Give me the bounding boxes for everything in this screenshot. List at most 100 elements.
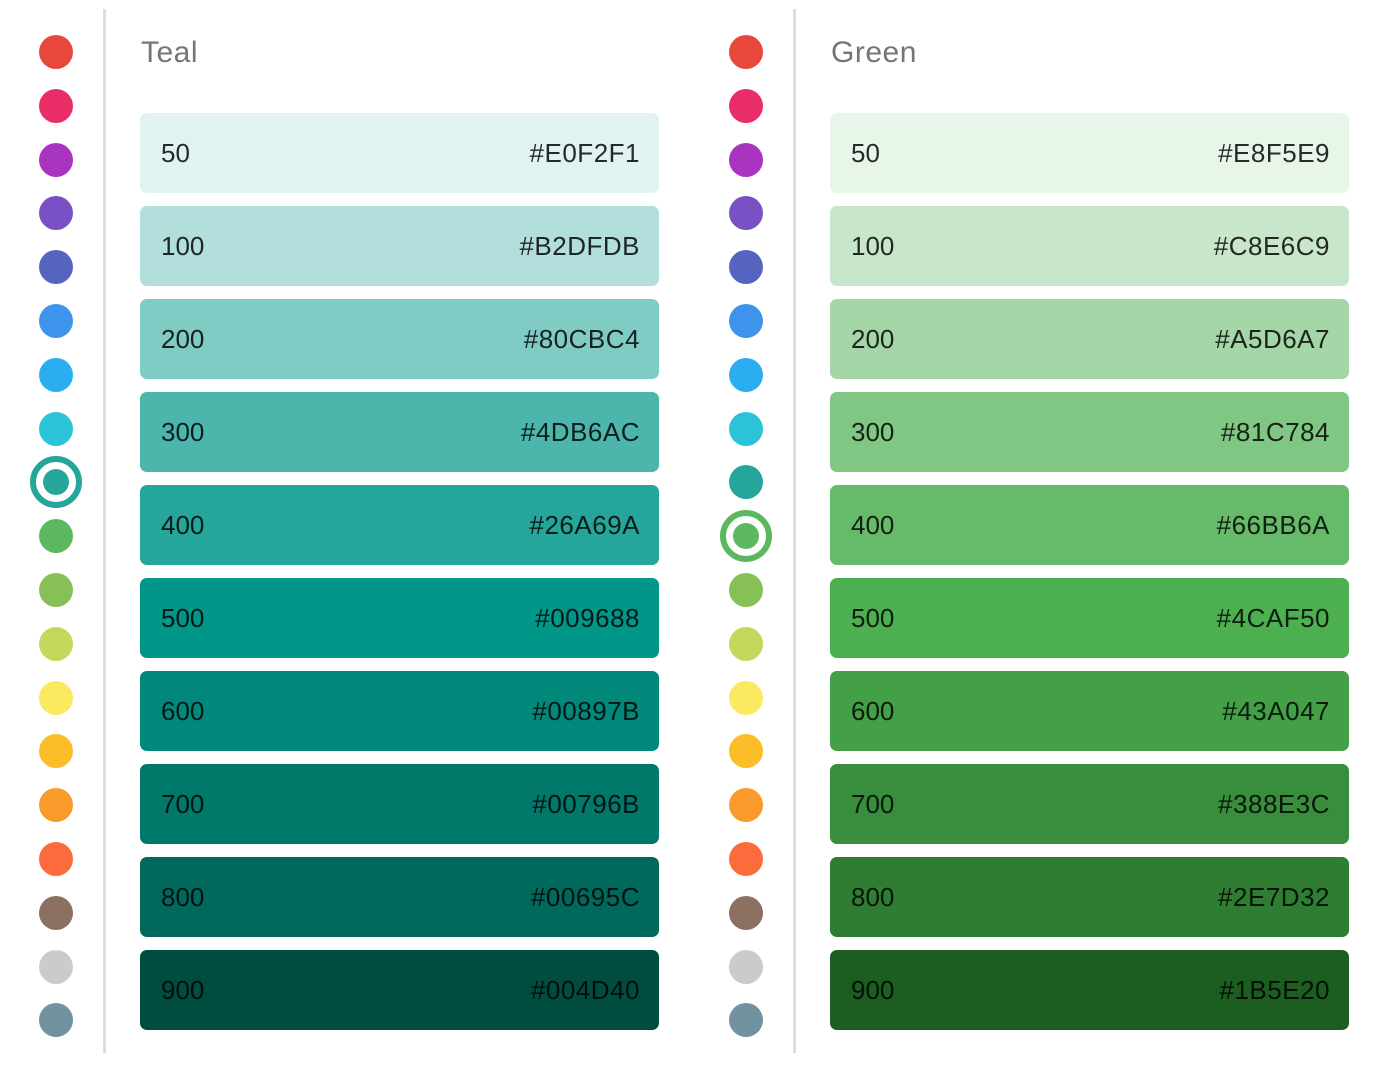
shade-hex: #A5D6A7	[1215, 323, 1330, 354]
shade-hex: #004D40	[530, 974, 640, 1005]
shade-hex: #B2DFDB	[519, 230, 640, 261]
main-color-dot-light-green[interactable]	[729, 572, 763, 607]
shade-swatch-100[interactable]: 100 #B2DFDB	[140, 206, 659, 286]
shade-label: 900	[161, 974, 205, 1005]
shade-hex: #26A69A	[529, 509, 640, 540]
main-color-dot-indigo[interactable]	[39, 250, 73, 285]
main-color-dot-cyan[interactable]	[729, 411, 763, 446]
main-color-dot-lime[interactable]	[39, 626, 73, 661]
shade-label: 50	[851, 137, 880, 168]
main-color-dot-yellow[interactable]	[39, 680, 73, 715]
shade-hex: #00796B	[532, 788, 640, 819]
main-color-dot-green[interactable]	[720, 510, 772, 563]
main-color-dot-indigo[interactable]	[729, 250, 763, 285]
teal-picker-panel: Teal 50 #E0F2F1 100 #B2DFDB 200 #80CBC4 300 #4D…	[30, 9, 659, 1053]
main-color-dot-cyan[interactable]	[39, 411, 73, 446]
main-color-dot-deep-orange[interactable]	[729, 841, 763, 876]
main-color-dot-pink[interactable]	[729, 88, 763, 123]
panel-divider	[103, 9, 106, 1053]
shade-swatch-50[interactable]: 50 #E0F2F1	[140, 113, 659, 193]
shade-hex: #80CBC4	[523, 323, 640, 354]
shade-swatch-300[interactable]: 300 #4DB6AC	[140, 392, 659, 472]
shade-hex: #388E3C	[1218, 788, 1330, 819]
main-color-dot-purple[interactable]	[729, 142, 763, 177]
shade-swatch-700[interactable]: 700 #00796B	[140, 764, 659, 844]
shade-label: 400	[161, 509, 205, 540]
shade-label: 700	[161, 788, 205, 819]
shade-label: 500	[161, 602, 205, 633]
shade-label: 800	[161, 881, 205, 912]
main-color-dot-red[interactable]	[39, 35, 73, 69]
main-color-dot-teal[interactable]	[729, 465, 763, 500]
main-color-dot-grey[interactable]	[39, 949, 73, 984]
shade-swatch-200[interactable]: 200 #A5D6A7	[830, 299, 1349, 379]
main-color-dot-deep-orange[interactable]	[39, 841, 73, 876]
shade-label: 100	[161, 230, 205, 261]
shade-swatch-700[interactable]: 700 #388E3C	[830, 764, 1349, 844]
shade-list: 50 #E8F5E9 100 #C8E6C9 200 #A5D6A7 300 #81C784 4…	[830, 113, 1349, 1030]
shade-swatch-800[interactable]: 800 #2E7D32	[830, 857, 1349, 937]
shade-swatch-300[interactable]: 300 #81C784	[830, 392, 1349, 472]
main-color-dot-light-green[interactable]	[39, 572, 73, 607]
main-color-dot-blue-grey[interactable]	[39, 1003, 73, 1038]
main-color-dot-blue-grey[interactable]	[729, 1003, 763, 1038]
main-color-dot-green[interactable]	[39, 519, 73, 554]
shade-label: 300	[851, 416, 895, 447]
shade-swatch-800[interactable]: 800 #00695C	[140, 857, 659, 937]
main-color-dot-blue[interactable]	[729, 303, 763, 338]
shade-hex: #E0F2F1	[529, 137, 640, 168]
shade-hex: #2E7D32	[1218, 881, 1330, 912]
shade-swatch-500[interactable]: 500 #009688	[140, 578, 659, 658]
main-color-dot-orange[interactable]	[729, 788, 763, 823]
shade-swatch-50[interactable]: 50 #E8F5E9	[830, 113, 1349, 193]
shade-label: 200	[851, 323, 895, 354]
main-color-dot-yellow[interactable]	[729, 680, 763, 715]
main-color-dot-red[interactable]	[729, 35, 763, 69]
green-picker-panel: Green 50 #E8F5E9 100 #C8E6C9 200 #A5D6A7 300 #8…	[690, 0, 1380, 1070]
shade-swatch-600[interactable]: 600 #43A047	[830, 671, 1349, 751]
main-color-dot-light-blue[interactable]	[729, 357, 763, 392]
shade-label: 600	[851, 695, 895, 726]
shade-hex: #E8F5E9	[1218, 137, 1330, 168]
main-color-dot-deep-purple[interactable]	[729, 196, 763, 231]
main-color-dot-pink[interactable]	[39, 88, 73, 123]
shade-label: 400	[851, 509, 895, 540]
shade-label: 100	[851, 230, 895, 261]
main-color-dot-teal[interactable]	[30, 456, 82, 509]
shade-hex: #4DB6AC	[520, 416, 640, 447]
shade-swatch-900[interactable]: 900 #004D40	[140, 950, 659, 1030]
shade-hex: #81C784	[1220, 416, 1330, 447]
shade-hex: #009688	[535, 602, 640, 633]
main-color-dot-orange[interactable]	[39, 788, 73, 823]
shade-swatch-400[interactable]: 400 #66BB6A	[830, 485, 1349, 565]
shade-hex: #C8E6C9	[1213, 230, 1330, 261]
shade-label: 700	[851, 788, 895, 819]
shade-swatch-500[interactable]: 500 #4CAF50	[830, 578, 1349, 658]
panel-divider	[793, 9, 796, 1053]
main-color-dot-amber[interactable]	[39, 734, 73, 769]
shade-swatch-100[interactable]: 100 #C8E6C9	[830, 206, 1349, 286]
shade-hex: #4CAF50	[1216, 602, 1330, 633]
shade-label: 50	[161, 137, 190, 168]
main-color-dot-brown[interactable]	[729, 895, 763, 930]
panel-title: Green	[831, 36, 917, 69]
main-color-list	[720, 35, 772, 1038]
main-color-dot-amber[interactable]	[729, 734, 763, 769]
main-color-dot-grey[interactable]	[729, 949, 763, 984]
main-color-dot-purple[interactable]	[39, 142, 73, 177]
shade-swatch-900[interactable]: 900 #1B5E20	[830, 950, 1349, 1030]
shade-label: 900	[851, 974, 895, 1005]
main-color-dot-blue[interactable]	[39, 303, 73, 338]
shade-hex: #00897B	[532, 695, 640, 726]
shade-swatch-600[interactable]: 600 #00897B	[140, 671, 659, 751]
main-color-dot-deep-purple[interactable]	[39, 196, 73, 231]
main-color-dot-brown[interactable]	[39, 895, 73, 930]
shade-label: 200	[161, 323, 205, 354]
main-color-list	[30, 35, 82, 1038]
shade-hex: #1B5E20	[1219, 974, 1330, 1005]
main-color-dot-lime[interactable]	[729, 626, 763, 661]
main-color-dot-light-blue[interactable]	[39, 357, 73, 392]
shade-swatch-200[interactable]: 200 #80CBC4	[140, 299, 659, 379]
shade-swatch-400[interactable]: 400 #26A69A	[140, 485, 659, 565]
